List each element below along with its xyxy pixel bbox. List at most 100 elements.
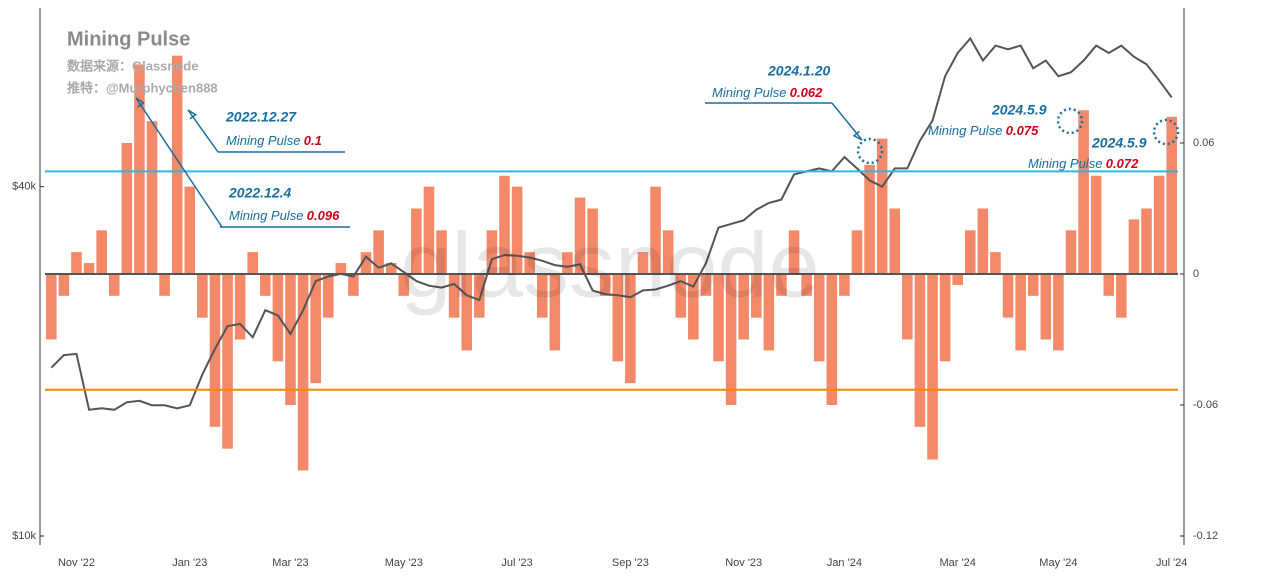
bar [511,186,523,274]
bar [423,186,435,274]
y2-tick-label: -0.06 [1193,399,1218,411]
bar [411,208,422,274]
x-tick-label: Jan '24 [827,557,862,569]
bar [1153,175,1165,274]
bar [1065,230,1077,274]
bar [637,252,649,274]
arrow-head [135,97,145,108]
bar [58,274,70,296]
x-tick-label: Mar '23 [272,557,308,569]
bar [1078,110,1089,274]
bar [1053,274,1064,351]
bar [373,230,384,274]
bar [360,252,372,274]
bar [71,252,82,274]
bar [587,208,598,274]
annotation-value: 0.1 [304,133,322,148]
bar [96,230,107,274]
annotation-value: 0.075 [1006,123,1039,138]
bar [851,230,863,274]
bar [927,274,938,460]
bar [385,263,397,274]
bar [272,274,284,362]
bar [939,274,951,362]
y2-tick-label: 0.06 [1193,137,1214,149]
bar [750,274,762,318]
bar [599,274,611,296]
annotation-date: 2024.1.20 [767,63,830,79]
annotation-value: 0.062 [790,85,823,100]
bar [952,274,963,285]
annotation-date: 2022.12.4 [228,185,291,201]
annotation-value: 0.096 [307,208,340,223]
bar [524,252,535,274]
bar [625,274,636,384]
source: 数据来源：Glassnode [67,58,198,73]
bar [322,274,334,318]
x-tick-label: Jan '23 [172,557,207,569]
highlight-circle [856,137,884,165]
bar [247,252,259,274]
y-tick-label: $40k [12,181,36,193]
bar [876,138,888,274]
y2-tick-label: -0.12 [1193,530,1218,542]
bar [310,274,321,384]
bar [776,274,787,296]
bar [171,55,183,274]
bar [108,274,120,296]
bar [536,274,548,318]
bar [436,230,447,274]
bar [1040,274,1052,340]
bar [1015,274,1026,351]
annotation-date: 2024.5.9 [1091,135,1147,151]
bar [398,274,410,296]
bar [977,208,989,274]
y-tick-label: $10k [12,530,36,542]
x-tick-label: Nov '23 [725,557,762,569]
bar [348,274,359,296]
bar [1103,274,1115,296]
highlight-circle [1056,107,1084,135]
bar [990,252,1001,274]
bar [1166,116,1177,274]
bar [474,274,485,318]
bar [1002,274,1014,318]
annotation-text: Mining Pulse 0.062 [712,85,823,100]
x-tick-label: Nov '22 [58,557,95,569]
arrow-head [852,130,863,141]
arrow-head [187,109,198,120]
author: 推特：@Murphychen888 [67,80,218,95]
bar [1090,175,1102,274]
bar [1116,274,1127,318]
annotation-label: Mining Pulse [712,85,786,100]
plot-area [45,36,1178,471]
chart-title: Mining Pulse [67,28,190,50]
annotation-arrow [135,97,223,228]
bar [725,274,737,405]
price-line [50,36,1173,411]
bar [184,186,196,274]
bar [650,186,661,274]
bar [914,274,926,427]
bar [83,263,95,274]
bar [285,274,296,405]
bar [335,263,347,274]
watermark: glassnode [400,214,819,316]
bar [738,274,749,340]
bar [713,274,724,362]
annotation-label: Mining Pulse [1028,156,1102,171]
bar [549,274,561,351]
bar [159,274,170,296]
annotation-label: Mining Pulse [928,123,1002,138]
bar [612,274,624,362]
x-tick-label: Jul '23 [501,557,532,569]
bar [763,274,775,351]
annotation-text: Mining Pulse 0.1 [226,133,322,148]
bar [1128,219,1140,274]
bar [700,274,712,296]
bar [234,274,246,340]
x-tick-label: May '24 [1039,557,1077,569]
bar [448,274,460,318]
bar [146,121,158,275]
x-tick-label: Mar '24 [940,557,976,569]
